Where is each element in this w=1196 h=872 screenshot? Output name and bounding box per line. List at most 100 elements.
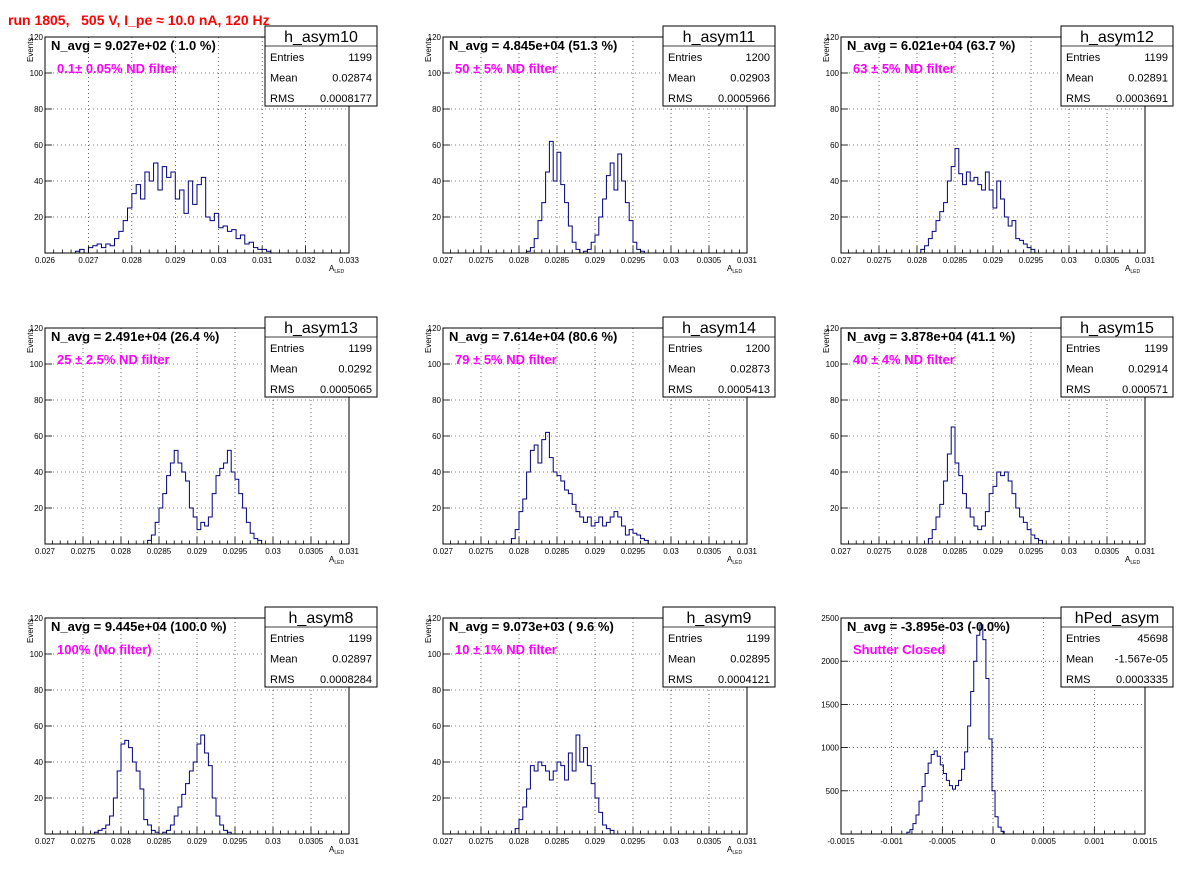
stat-value: 0.0004121 (718, 674, 770, 686)
x-tick-label: 0.027 (35, 837, 56, 846)
y-tick-label: 80 (830, 396, 839, 405)
stat-key: RMS (270, 674, 294, 686)
y-axis-label: Events (424, 619, 433, 643)
x-tick-label: 0.03 (265, 547, 281, 556)
x-tick-label: 0.0305 (299, 547, 324, 556)
y-axis-label: Events (822, 329, 831, 353)
stat-key: Entries (668, 633, 703, 645)
histogram-line (526, 140, 645, 254)
y-tick-label: 20 (34, 504, 43, 513)
y-tick-label: 20 (34, 794, 43, 803)
x-tick-label: 0.028 (907, 547, 928, 556)
y-tick-label: 1500 (821, 700, 839, 709)
y-tick-label: 120 (30, 324, 44, 333)
x-tick-label: 0.031 (737, 256, 758, 265)
stats-box (264, 606, 378, 688)
y-tick-label: 2500 (821, 614, 839, 623)
x-axis-label: ALED (1125, 264, 1140, 275)
stat-key: Entries (1066, 343, 1101, 355)
x-tick-label: 0.0305 (697, 837, 722, 846)
y-axis-label: Events (424, 38, 433, 62)
histogram-title: h_asym14 (682, 320, 756, 337)
x-tick-label: 0.029 (585, 837, 606, 846)
x-tick-label: 0.031 (737, 547, 758, 556)
x-tick-label: 0.028 (111, 547, 132, 556)
stat-key: Mean (668, 364, 696, 376)
y-tick-label: 120 (428, 33, 442, 42)
histogram-title: h_asym12 (1080, 29, 1154, 46)
y-tick-label: 60 (830, 141, 839, 150)
y-tick-label: 20 (830, 504, 839, 513)
y-tick-label: 80 (830, 105, 839, 114)
histogram-panel-h_asym13: 0.027 0.0275 0.028 0.0285 0.029 0.0295 0.03 0.0… (26, 316, 378, 566)
x-tick-label: 0.0285 (545, 837, 570, 846)
x-tick-label: 0.032 (296, 256, 317, 265)
stat-key: Mean (668, 73, 696, 85)
y-tick-label: 60 (432, 432, 441, 441)
x-tick-label: 0.027 (433, 837, 454, 846)
stat-value: 0.02873 (730, 364, 770, 376)
navg-label: N_avg = 4.845e+04 (51.3 %) (449, 38, 617, 53)
x-tick-label: 0.031 (252, 256, 273, 265)
stat-value: 0.02903 (730, 73, 770, 85)
x-tick-label: 0.0285 (545, 547, 570, 556)
x-tick-label: 0.027 (433, 256, 454, 265)
y-axis-label: Events (26, 329, 35, 353)
y-tick-label: 100 (30, 650, 44, 659)
y-tick-label: 40 (830, 177, 839, 186)
stat-key: RMS (1066, 384, 1090, 396)
stat-value: -1.567e-05 (1115, 654, 1168, 666)
x-tick-label: 0.0295 (1019, 547, 1044, 556)
x-tick-label: 0.031 (339, 837, 360, 846)
histogram-title: h_asym13 (284, 320, 358, 337)
y-tick-label: 60 (432, 722, 441, 731)
stat-value: 0.02874 (332, 73, 372, 85)
stat-key: Entries (270, 52, 305, 64)
histogram-panel-h_asym11: 0.027 0.0275 0.028 0.0285 0.029 0.0295 0.03 0.0… (424, 25, 776, 275)
histogram-line (147, 449, 263, 544)
stat-key: Entries (270, 633, 305, 645)
stats-box (1060, 25, 1174, 107)
y-tick-label: 100 (428, 69, 442, 78)
navg-label: N_avg = 9.445e+04 (100.0 %) (51, 619, 227, 634)
histogram-title: h_asym8 (289, 610, 354, 627)
y-tick-label: 80 (34, 686, 43, 695)
histogram-line (906, 624, 1005, 834)
x-tick-label: 0.0275 (71, 547, 96, 556)
y-tick-label: 80 (432, 105, 441, 114)
histogram-panel-h_asym12: 0.027 0.0275 0.028 0.0285 0.029 0.0295 0.03 0.0… (822, 25, 1174, 275)
x-tick-label: 0.031 (737, 837, 758, 846)
histogram-line (927, 426, 1043, 544)
x-tick-label: 0.0305 (1095, 256, 1120, 265)
y-axis-label: Events (26, 619, 35, 643)
y-tick-label: 20 (432, 794, 441, 803)
y-tick-label: 120 (826, 33, 840, 42)
y-tick-label: 120 (30, 33, 44, 42)
x-axis-label: ALED (727, 555, 742, 566)
y-tick-label: 40 (432, 468, 441, 477)
x-tick-label: -0.0015 (827, 837, 855, 846)
stat-key: RMS (668, 674, 692, 686)
stat-value: 1199 (1144, 343, 1168, 355)
y-axis-label: Events (424, 329, 433, 353)
filter-annotation: 100% (No filter) (57, 642, 152, 657)
y-tick-label: 120 (428, 324, 442, 333)
stat-key: RMS (668, 384, 692, 396)
x-tick-label: 0.0285 (147, 837, 172, 846)
stat-key: Mean (1066, 654, 1094, 666)
stat-key: Entries (668, 52, 703, 64)
x-tick-label: 0.03 (265, 837, 281, 846)
y-tick-label: 60 (432, 141, 441, 150)
stats-box (662, 606, 776, 688)
stat-value: 45698 (1137, 633, 1168, 645)
navg-label: N_avg = 3.878e+04 (41.1 %) (847, 329, 1015, 344)
x-tick-label: 0.03 (663, 256, 679, 265)
histogram-title: hPed_asym (1075, 610, 1160, 627)
histogram-line (510, 431, 649, 544)
x-tick-label: 0.029 (983, 256, 1004, 265)
navg-label: N_avg = 9.073e+03 ( 9.6 %) (449, 619, 614, 634)
stat-value: 1199 (348, 52, 372, 64)
histogram-panel-h_asym15: 0.027 0.0275 0.028 0.0285 0.029 0.0295 0.03 0.0… (822, 316, 1174, 566)
y-tick-label: 20 (432, 213, 441, 222)
stat-value: 0.0005966 (718, 93, 770, 105)
